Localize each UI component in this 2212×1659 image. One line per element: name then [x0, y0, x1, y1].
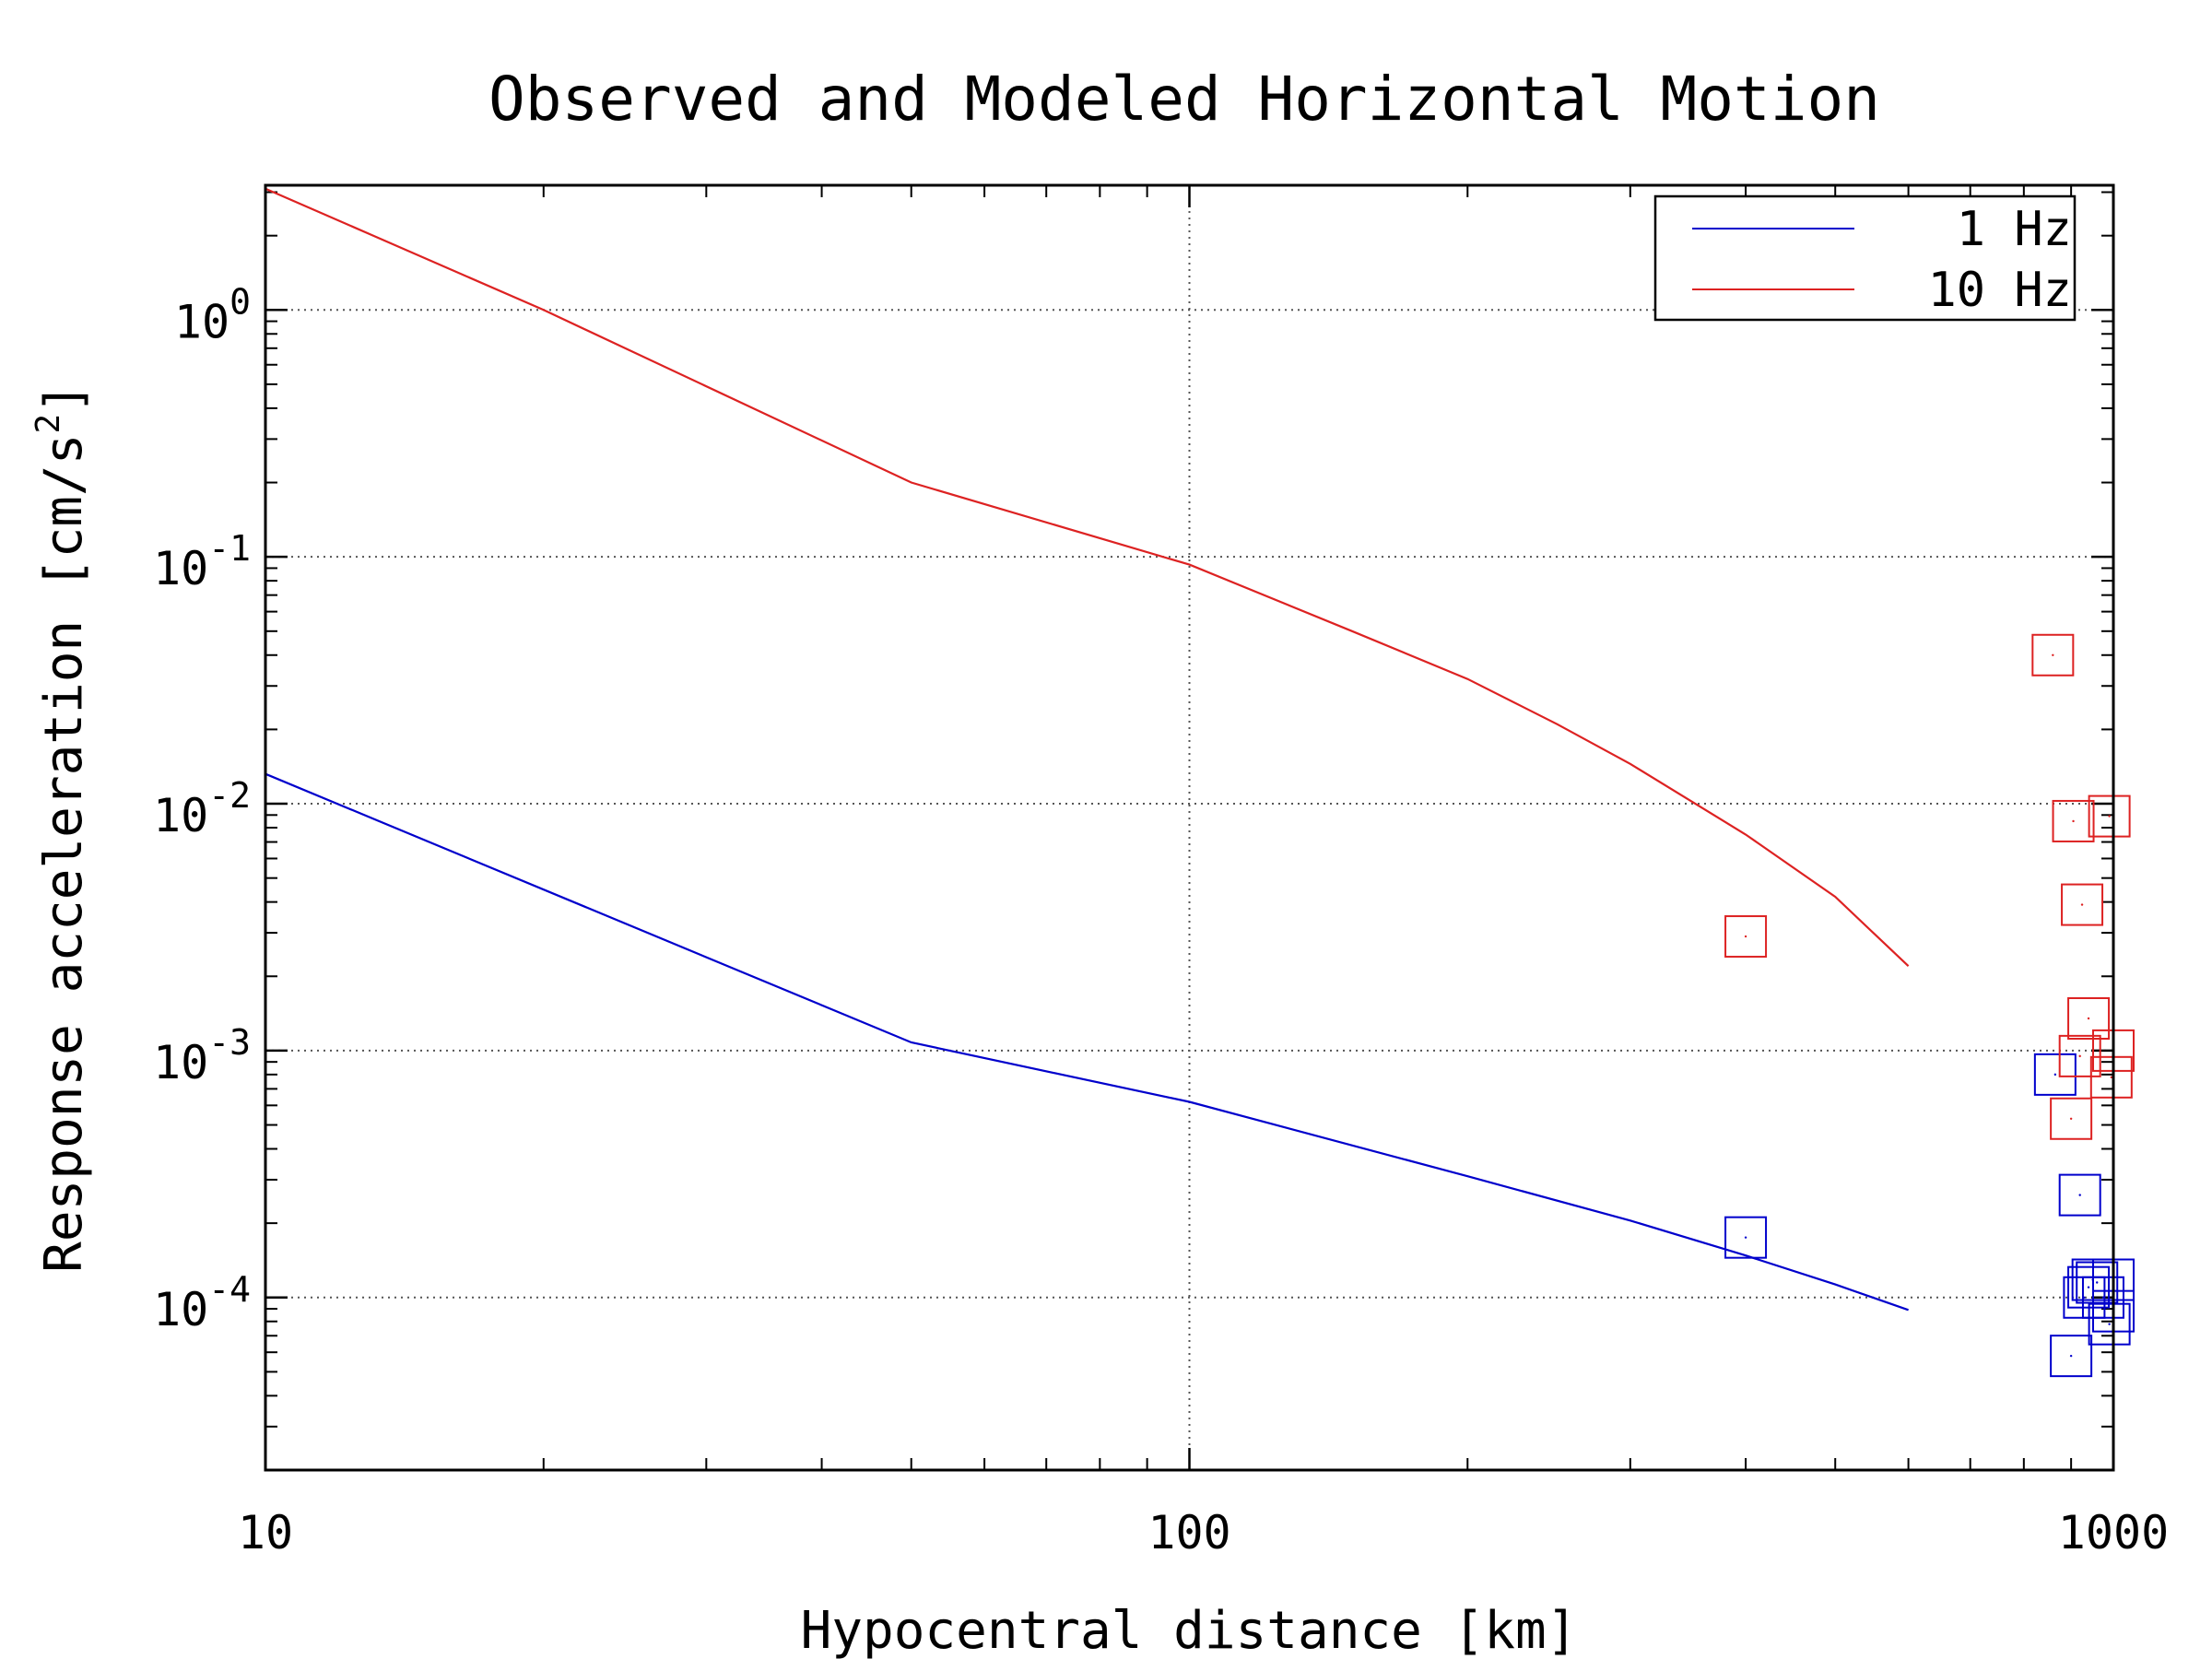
legend-box: [1653, 194, 2077, 322]
observed-point-center-10hz: [2087, 1017, 2090, 1020]
observed-point-center-10hz: [2078, 1054, 2081, 1058]
observed-point-center-1hz: [2078, 1194, 2081, 1196]
model-lines: [265, 187, 1910, 1312]
legend-label-10hz: 10 Hz: [1927, 263, 2072, 318]
observed-point-1hz: [2076, 1261, 2119, 1304]
observed-point-1hz: [1724, 1216, 1768, 1259]
minor-ticks: [264, 185, 2115, 1470]
observed-point-1hz: [2058, 1173, 2101, 1217]
observed-point-center-1hz: [2101, 1296, 2105, 1299]
observed-point-center-10hz: [2072, 819, 2075, 823]
y-tick-label: 10-4: [153, 1269, 251, 1336]
observed-point-1hz: [2081, 1276, 2124, 1319]
x-tick-labels: 10 100 1000: [238, 1506, 2169, 1559]
observed-point-center-10hz: [2052, 653, 2054, 656]
observed-point-center-10hz: [2069, 1117, 2073, 1120]
observed-point-1hz: [2033, 1053, 2077, 1096]
observed-point-center-1hz: [2069, 1354, 2073, 1358]
observed-point-center-10hz: [2080, 903, 2084, 906]
observed-point-10hz: [2050, 1097, 2093, 1140]
observed-point-10hz: [2088, 794, 2131, 838]
observed-point-center-1hz: [1744, 1236, 1747, 1239]
x-tick-label: 1000: [2058, 1506, 2169, 1559]
observed-point-center-1hz: [2096, 1281, 2099, 1284]
observed-point-10hz: [2061, 883, 2104, 926]
y-tick-labels: 100 10-1 10-2 10-3 10-4: [153, 281, 251, 1335]
y-tick-label: 10-1: [153, 528, 251, 595]
x-tick-label: 100: [1147, 1506, 1230, 1559]
observed-point-center-10hz: [2108, 815, 2111, 818]
observed-point-10hz: [2067, 996, 2111, 1040]
observed-point-10hz: [1724, 915, 1768, 959]
legend-label-1hz: 1 Hz: [1957, 202, 2072, 257]
observed-point-center-10hz: [2110, 1076, 2113, 1079]
legend: 1 Hz 10 Hz: [1653, 194, 2077, 322]
observed-point-center-10hz: [1744, 935, 1747, 938]
chart-title: Observed and Modeled Horizontal Motion: [488, 64, 1880, 135]
model-line-1hz: [265, 772, 1909, 1312]
observed-markers: [1724, 633, 2135, 1378]
y-tick-label: 10-3: [153, 1022, 251, 1089]
observed-point-10hz: [2052, 799, 2095, 842]
plot-frame: [264, 183, 2115, 1472]
x-tick-label: 10: [238, 1506, 293, 1559]
observed-point-center-1hz: [2108, 1323, 2111, 1325]
observed-point-10hz: [2031, 633, 2075, 677]
y-tick-label: 100: [174, 281, 251, 348]
observed-point-10hz: [2089, 1055, 2133, 1099]
y-axis-label: Response acceleration [cm/s2]: [29, 382, 94, 1273]
grid: [265, 185, 2113, 1470]
model-line-10hz: [265, 187, 1910, 967]
observed-point-1hz: [2050, 1335, 2093, 1378]
x-axis-label: Hypocentral distance [km]: [801, 1601, 1578, 1659]
observed-point-center-1hz: [2087, 1286, 2090, 1288]
y-tick-label: 10-2: [153, 775, 251, 842]
observed-point-center-1hz: [2053, 1073, 2057, 1077]
observed-point-1hz: [2088, 1302, 2131, 1346]
